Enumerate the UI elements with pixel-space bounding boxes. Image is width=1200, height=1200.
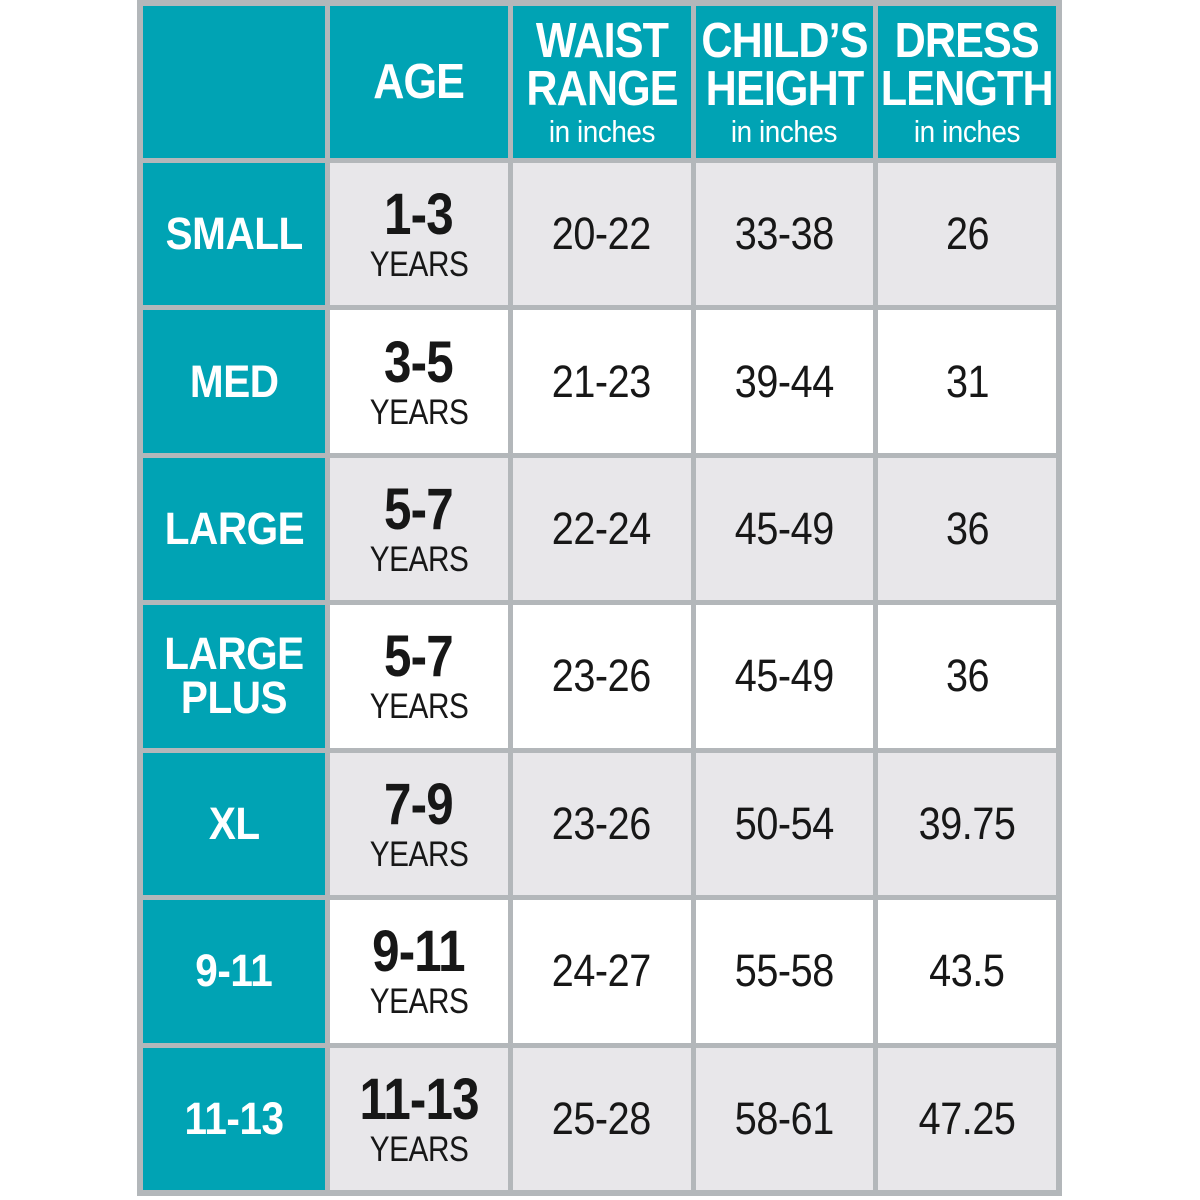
age-cell: 5-7 YEARS: [330, 605, 508, 748]
height-value: 50-54: [734, 797, 835, 849]
age-range: 9-11: [372, 919, 466, 985]
header-dress-length-unit: in inches: [914, 114, 1021, 150]
age-unit: YEARS: [369, 687, 469, 727]
age-cell: 1-3 YEARS: [330, 163, 508, 306]
height-cell: 45-49: [695, 457, 874, 601]
dress-length-cell: 26: [878, 163, 1056, 306]
age-cell: 9-11 YEARS: [330, 900, 508, 1043]
size-label: MED: [189, 355, 279, 407]
height-cell: 33-38: [695, 163, 874, 306]
dress-length-value: 47.25: [918, 1092, 1016, 1144]
dress-length-cell: 36: [878, 457, 1056, 601]
dress-length-cell: 36: [878, 605, 1056, 748]
waist-value: 24-27: [552, 945, 652, 997]
size-label-cell: 11-13: [143, 1047, 325, 1190]
waist-cell: 22-24: [512, 457, 691, 601]
age-range: 1-3: [384, 182, 455, 248]
waist-cell: 23-26: [512, 752, 691, 896]
size-label: 9-11: [195, 945, 273, 997]
age-unit: YEARS: [369, 982, 469, 1022]
waist-value: 25-28: [552, 1092, 652, 1144]
age-unit: YEARS: [369, 834, 469, 874]
height-cell: 58-61: [695, 1047, 874, 1190]
size-label: XL: [208, 797, 260, 849]
header-waist-range-unit: in inches: [548, 114, 656, 150]
height-cell: 39-44: [695, 310, 874, 453]
waist-cell: 25-28: [512, 1047, 691, 1190]
age-range: 3-5: [384, 329, 455, 395]
size-chart-table: AGE WAIST RANGE in inches CHILD’S HEIGHT…: [137, 0, 1062, 1196]
dress-length-cell: 31: [878, 310, 1056, 453]
header-age-label: AGE: [373, 54, 465, 109]
dress-length-value: 36: [945, 650, 990, 702]
dress-length-value: 43.5: [929, 945, 1005, 997]
size-label-cell: LARGE: [143, 457, 325, 601]
size-label-cell: XL: [143, 752, 325, 896]
waist-value: 21-23: [552, 355, 652, 407]
waist-value: 22-24: [552, 503, 652, 555]
waist-value: 23-26: [552, 797, 652, 849]
dress-length-value: 39.75: [918, 797, 1016, 849]
waist-value: 23-26: [552, 650, 652, 702]
size-label-cell: SMALL: [143, 163, 325, 306]
age-range: 11-13: [359, 1066, 479, 1132]
age-range: 7-9: [384, 771, 455, 837]
header-childs-height: CHILD’S HEIGHT in inches: [695, 6, 874, 158]
height-value: 55-58: [734, 945, 835, 997]
header-dress-length-label: DRESS LENGTH: [881, 13, 1054, 116]
dress-length-value: 36: [945, 503, 990, 555]
dress-length-value: 26: [945, 208, 990, 260]
age-unit: YEARS: [369, 392, 469, 432]
size-label: LARGE PLUS: [164, 628, 304, 724]
waist-cell: 21-23: [512, 310, 691, 453]
size-label: LARGE: [164, 503, 304, 555]
dress-length-cell: 43.5: [878, 900, 1056, 1043]
size-label-cell: MED: [143, 310, 325, 453]
height-cell: 45-49: [695, 605, 874, 748]
dress-length-value: 31: [945, 355, 990, 407]
height-value: 39-44: [734, 355, 835, 407]
header-age: AGE: [330, 6, 508, 158]
header-dress-length: DRESS LENGTH in inches: [878, 6, 1056, 158]
header-childs-height-label: CHILD’S HEIGHT: [701, 13, 868, 116]
age-unit: YEARS: [369, 245, 469, 285]
waist-cell: 23-26: [512, 605, 691, 748]
age-unit: YEARS: [369, 540, 469, 580]
height-value: 45-49: [734, 503, 835, 555]
size-label-cell: LARGE PLUS: [143, 605, 325, 748]
height-cell: 55-58: [695, 900, 874, 1043]
height-value: 45-49: [734, 650, 835, 702]
waist-cell: 24-27: [512, 900, 691, 1043]
header-waist-range-label: WAIST RANGE: [525, 13, 678, 116]
waist-value: 20-22: [552, 208, 652, 260]
header-waist-range: WAIST RANGE in inches: [512, 6, 691, 158]
height-value: 58-61: [734, 1092, 835, 1144]
size-label: SMALL: [165, 208, 303, 260]
age-cell: 11-13 YEARS: [330, 1047, 508, 1190]
header-childs-height-unit: in inches: [731, 114, 838, 150]
age-cell: 5-7 YEARS: [330, 457, 508, 601]
age-cell: 7-9 YEARS: [330, 752, 508, 896]
height-cell: 50-54: [695, 752, 874, 896]
dress-length-cell: 47.25: [878, 1047, 1056, 1190]
header-corner-cell: [143, 6, 325, 158]
size-label-cell: 9-11: [143, 900, 325, 1043]
age-range: 5-7: [384, 624, 455, 690]
age-unit: YEARS: [369, 1129, 469, 1169]
dress-length-cell: 39.75: [878, 752, 1056, 896]
size-label: 11-13: [184, 1092, 284, 1144]
age-cell: 3-5 YEARS: [330, 310, 508, 453]
waist-cell: 20-22: [512, 163, 691, 306]
height-value: 33-38: [734, 208, 835, 260]
age-range: 5-7: [384, 477, 455, 543]
